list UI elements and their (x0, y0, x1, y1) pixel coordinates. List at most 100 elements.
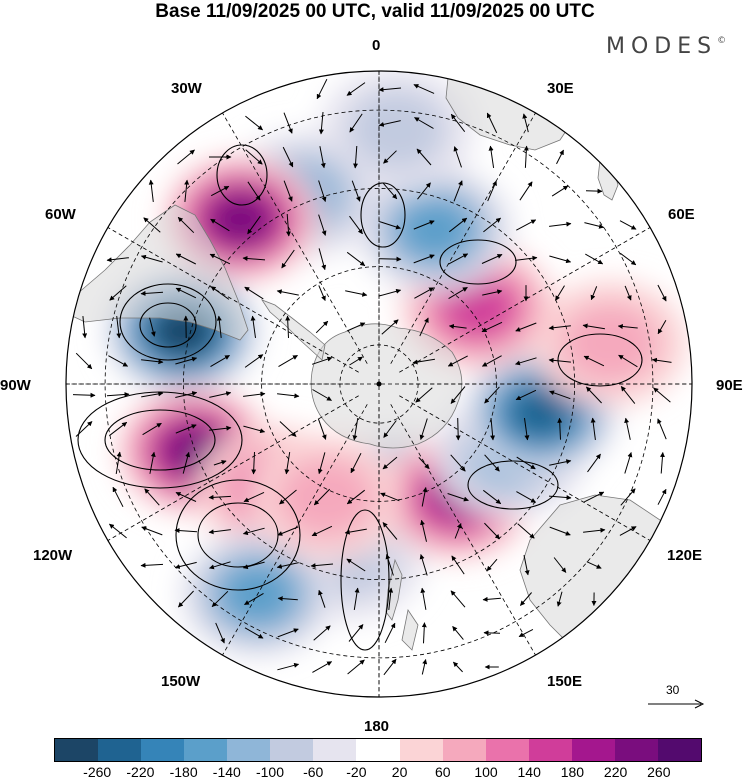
meridian-line (390, 112, 536, 364)
wind-vector (317, 452, 326, 475)
wind-vector (346, 558, 366, 572)
wind-vector (587, 453, 601, 473)
wind-vector (141, 359, 164, 365)
wind-vector (346, 489, 366, 505)
wind-vector (383, 150, 397, 164)
wind-vector (277, 393, 300, 399)
wind-vector (345, 290, 368, 297)
wind-vector (413, 84, 435, 94)
wind-vector (175, 253, 197, 265)
wind-vector (144, 488, 160, 506)
wind-vector (382, 522, 398, 540)
anomaly-blob (560, 302, 660, 384)
lon-label-120e: 120E (667, 547, 703, 564)
wind-vector (243, 425, 266, 434)
wind-vector (556, 591, 563, 607)
wind-vector (482, 289, 503, 296)
wind-vector (116, 316, 122, 339)
wind-vector (420, 587, 427, 610)
wind-vector (318, 180, 327, 202)
wind-vector (487, 180, 497, 202)
wind-vector (174, 528, 198, 534)
wind-vector (251, 451, 257, 475)
colorbar-swatch (442, 739, 486, 761)
wind-vector (279, 421, 297, 437)
wind-vector (413, 254, 435, 264)
colorbar-swatch (485, 739, 529, 761)
wind-vector (318, 111, 324, 135)
colorbar-tick-label: 260 (647, 764, 671, 780)
wind-vector (244, 286, 264, 300)
wind-vector (379, 221, 401, 230)
wind-vector (109, 285, 127, 301)
wind-vector (315, 320, 329, 334)
wind-vector (277, 628, 299, 638)
wind-vector (419, 554, 428, 576)
colorbar (54, 738, 702, 762)
map-border (65, 70, 693, 698)
lon-label-60w: 60W (45, 206, 76, 223)
wind-vector (419, 418, 428, 440)
wind-vector (209, 561, 231, 570)
wind-vector (175, 424, 197, 434)
wind-vector (653, 387, 671, 403)
wind-vector (284, 452, 291, 475)
wind-vector (346, 82, 366, 96)
graticule (66, 71, 692, 697)
wind-vector (383, 658, 397, 676)
wind-vector (549, 255, 572, 264)
wind-vector (141, 391, 164, 398)
wind-vector (518, 628, 534, 638)
wind-vector (420, 519, 427, 542)
wind-vector (184, 179, 190, 202)
wind-vector (557, 417, 563, 440)
wind-vector (584, 222, 605, 229)
wind-vector (453, 146, 462, 168)
wind-vector (421, 659, 428, 675)
wind-vector (624, 285, 632, 301)
wind-vector (483, 630, 501, 636)
colorbar-tick-label: 180 (560, 764, 585, 780)
colorbar-tick-label: -100 (255, 764, 285, 780)
wind-vector (115, 451, 122, 474)
colorbar-tick-label: -180 (169, 764, 198, 780)
wind-vector (140, 254, 163, 263)
wind-vector (652, 357, 672, 363)
wind-vector (310, 563, 334, 569)
colorbar-swatch (657, 739, 701, 761)
wind-vector (243, 491, 265, 503)
wind-vector (213, 460, 227, 466)
wind-vector (142, 422, 162, 436)
wind-vector (347, 659, 365, 675)
wind-vector (548, 495, 572, 501)
lon-label-0: 0 (372, 37, 381, 54)
wind-vector (352, 418, 359, 441)
wind-vector (349, 113, 363, 133)
wind-vector (488, 145, 495, 168)
wind-vector (412, 358, 435, 365)
wind-vector (415, 387, 433, 403)
wind-vector (583, 355, 605, 367)
wind-vector (447, 493, 469, 502)
wind-vector (378, 256, 402, 262)
wind-vector (106, 257, 129, 263)
colorbar-tick-label: 220 (603, 764, 628, 780)
colorbar-swatch (571, 739, 615, 761)
modes-brand: MODES© (606, 34, 726, 59)
wind-vector (384, 622, 396, 644)
wind-vector (519, 181, 533, 201)
wind-vector (318, 248, 327, 271)
wind-vector (385, 554, 394, 576)
wind-vector (486, 112, 498, 134)
wind-vector (484, 386, 500, 404)
wind-vector (453, 661, 463, 673)
wind-vector (350, 452, 362, 474)
wind-vector (484, 454, 500, 472)
wind-vector (481, 355, 502, 367)
wind-vector (177, 216, 195, 234)
reference-vector-arrow (648, 699, 705, 709)
wind-vector (549, 221, 572, 227)
wind-vector (209, 425, 232, 431)
wind-vector (344, 528, 367, 535)
wind-vector (247, 215, 261, 235)
